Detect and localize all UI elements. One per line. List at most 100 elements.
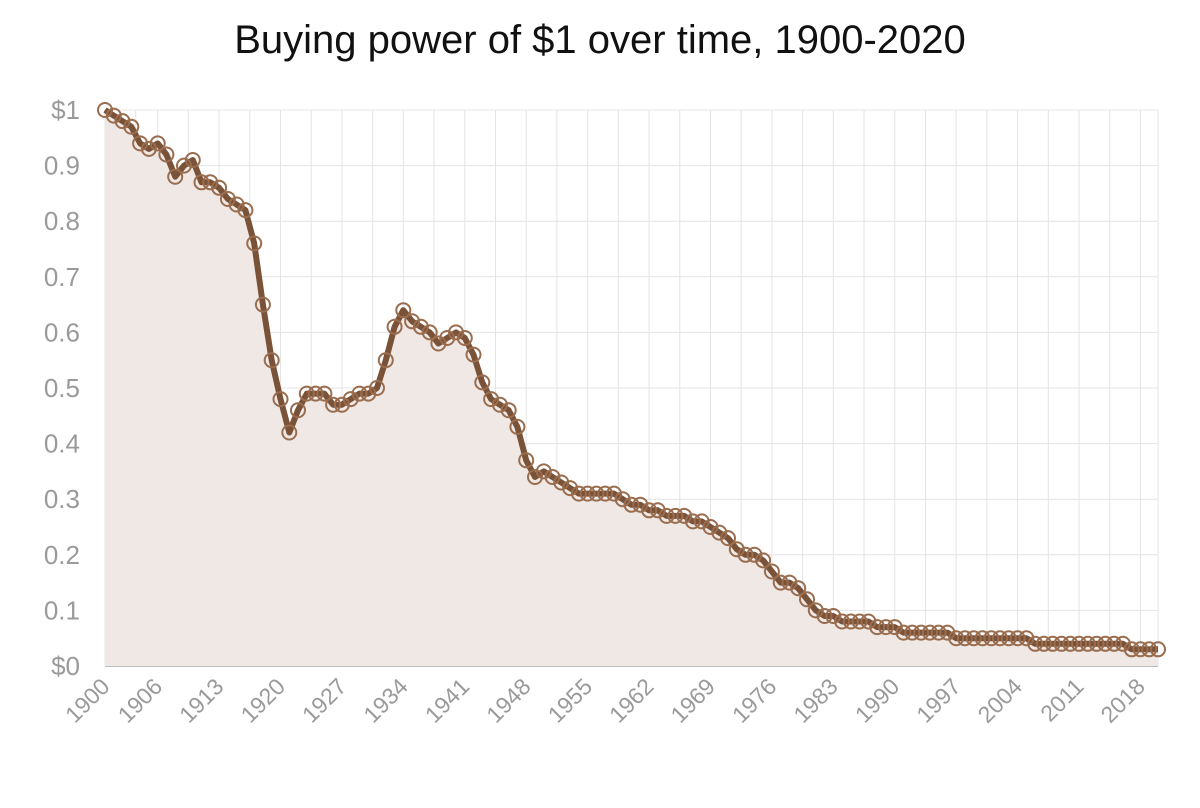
data-point	[948, 630, 965, 647]
data-point	[667, 507, 684, 524]
data-point	[974, 630, 991, 647]
data-point	[588, 485, 605, 502]
data-point	[193, 174, 210, 191]
data-point	[430, 335, 447, 352]
data-point	[1114, 635, 1131, 652]
data-point	[930, 624, 947, 641]
y-tick-label: 0.8	[44, 206, 80, 236]
data-point	[228, 196, 245, 213]
data-point	[412, 318, 429, 335]
data-point	[281, 424, 298, 441]
data-point	[456, 330, 473, 346]
data-point	[465, 346, 482, 363]
data-point	[158, 146, 175, 163]
data-point	[527, 469, 543, 485]
x-tick-label: 1920	[235, 673, 290, 728]
data-point	[1150, 641, 1166, 658]
data-point	[535, 463, 552, 480]
data-point	[290, 402, 306, 419]
data-point	[483, 391, 500, 408]
data-point	[114, 113, 131, 130]
data-point	[737, 546, 754, 563]
data-point	[676, 507, 693, 524]
data-point	[658, 507, 675, 524]
y-tick-label: 0.5	[44, 373, 80, 403]
data-point	[763, 563, 780, 580]
data-point	[1044, 635, 1061, 652]
data-point	[570, 485, 587, 502]
data-point	[307, 385, 324, 402]
data-point	[544, 469, 561, 485]
y-tick-label: 0.1	[44, 595, 80, 625]
x-tick-label: 1962	[604, 673, 659, 728]
x-tick-label: 1983	[788, 673, 843, 728]
data-point	[825, 608, 842, 624]
x-tick-label: 1976	[727, 673, 782, 728]
data-point	[1132, 641, 1149, 658]
data-point	[386, 318, 403, 335]
data-point	[781, 574, 798, 591]
area-layer	[105, 110, 1158, 666]
y-axis-ticks: $0 0.1 0.2 0.3 0.4 0.5 0.6 0.7 0.8 0.9 $1	[44, 95, 80, 681]
data-point	[720, 530, 736, 547]
data-point	[1027, 635, 1044, 652]
data-point	[878, 619, 894, 636]
data-point	[790, 580, 807, 597]
data-point	[1009, 630, 1026, 647]
x-tick-label: 1948	[481, 673, 536, 728]
x-tick-label: 1990	[850, 673, 905, 728]
marker-layer	[97, 102, 1166, 658]
data-point	[562, 480, 579, 497]
data-point	[132, 135, 149, 152]
data-point	[298, 385, 315, 402]
data-point	[246, 235, 263, 252]
data-point	[342, 391, 359, 408]
data-point	[474, 374, 491, 391]
data-point	[992, 630, 1008, 647]
data-point	[1053, 635, 1070, 652]
data-point	[1088, 635, 1105, 652]
data-point	[623, 496, 640, 513]
line-layer	[103, 107, 1158, 653]
data-point	[1035, 635, 1052, 652]
data-point	[1018, 630, 1035, 647]
data-point	[904, 624, 921, 641]
data-point	[211, 179, 228, 196]
data-point	[421, 324, 438, 341]
data-point	[913, 624, 930, 641]
data-point	[755, 552, 772, 569]
data-point	[869, 619, 886, 636]
data-point	[351, 385, 368, 402]
data-point	[377, 352, 394, 369]
data-point	[702, 519, 719, 535]
data-point	[606, 485, 622, 502]
data-point	[1062, 635, 1079, 652]
x-tick-label: 1900	[60, 673, 115, 728]
data-point	[202, 174, 219, 191]
data-point	[851, 613, 868, 630]
data-point	[842, 613, 859, 630]
data-point	[97, 102, 113, 118]
data-point	[939, 624, 956, 641]
data-point	[448, 324, 464, 341]
data-point	[333, 396, 350, 413]
series-line	[103, 107, 1158, 653]
x-tick-label: 2011	[1035, 673, 1088, 726]
data-point	[579, 485, 596, 502]
data-point	[772, 574, 789, 591]
y-tick-label: $1	[51, 95, 80, 125]
x-tick-label: 1906	[113, 673, 168, 728]
data-point	[404, 313, 421, 330]
data-point	[728, 541, 745, 558]
data-point	[491, 396, 508, 413]
x-tick-label: 1927	[297, 673, 352, 728]
data-point	[860, 613, 877, 630]
x-tick-label: 1913	[174, 673, 229, 728]
data-point	[684, 513, 701, 530]
data-point	[641, 502, 658, 519]
chart-title: Buying power of $1 over time, 1900-2020	[234, 18, 966, 62]
data-point	[254, 296, 271, 313]
data-point	[807, 602, 824, 619]
y-tick-label: 0.3	[44, 484, 80, 514]
